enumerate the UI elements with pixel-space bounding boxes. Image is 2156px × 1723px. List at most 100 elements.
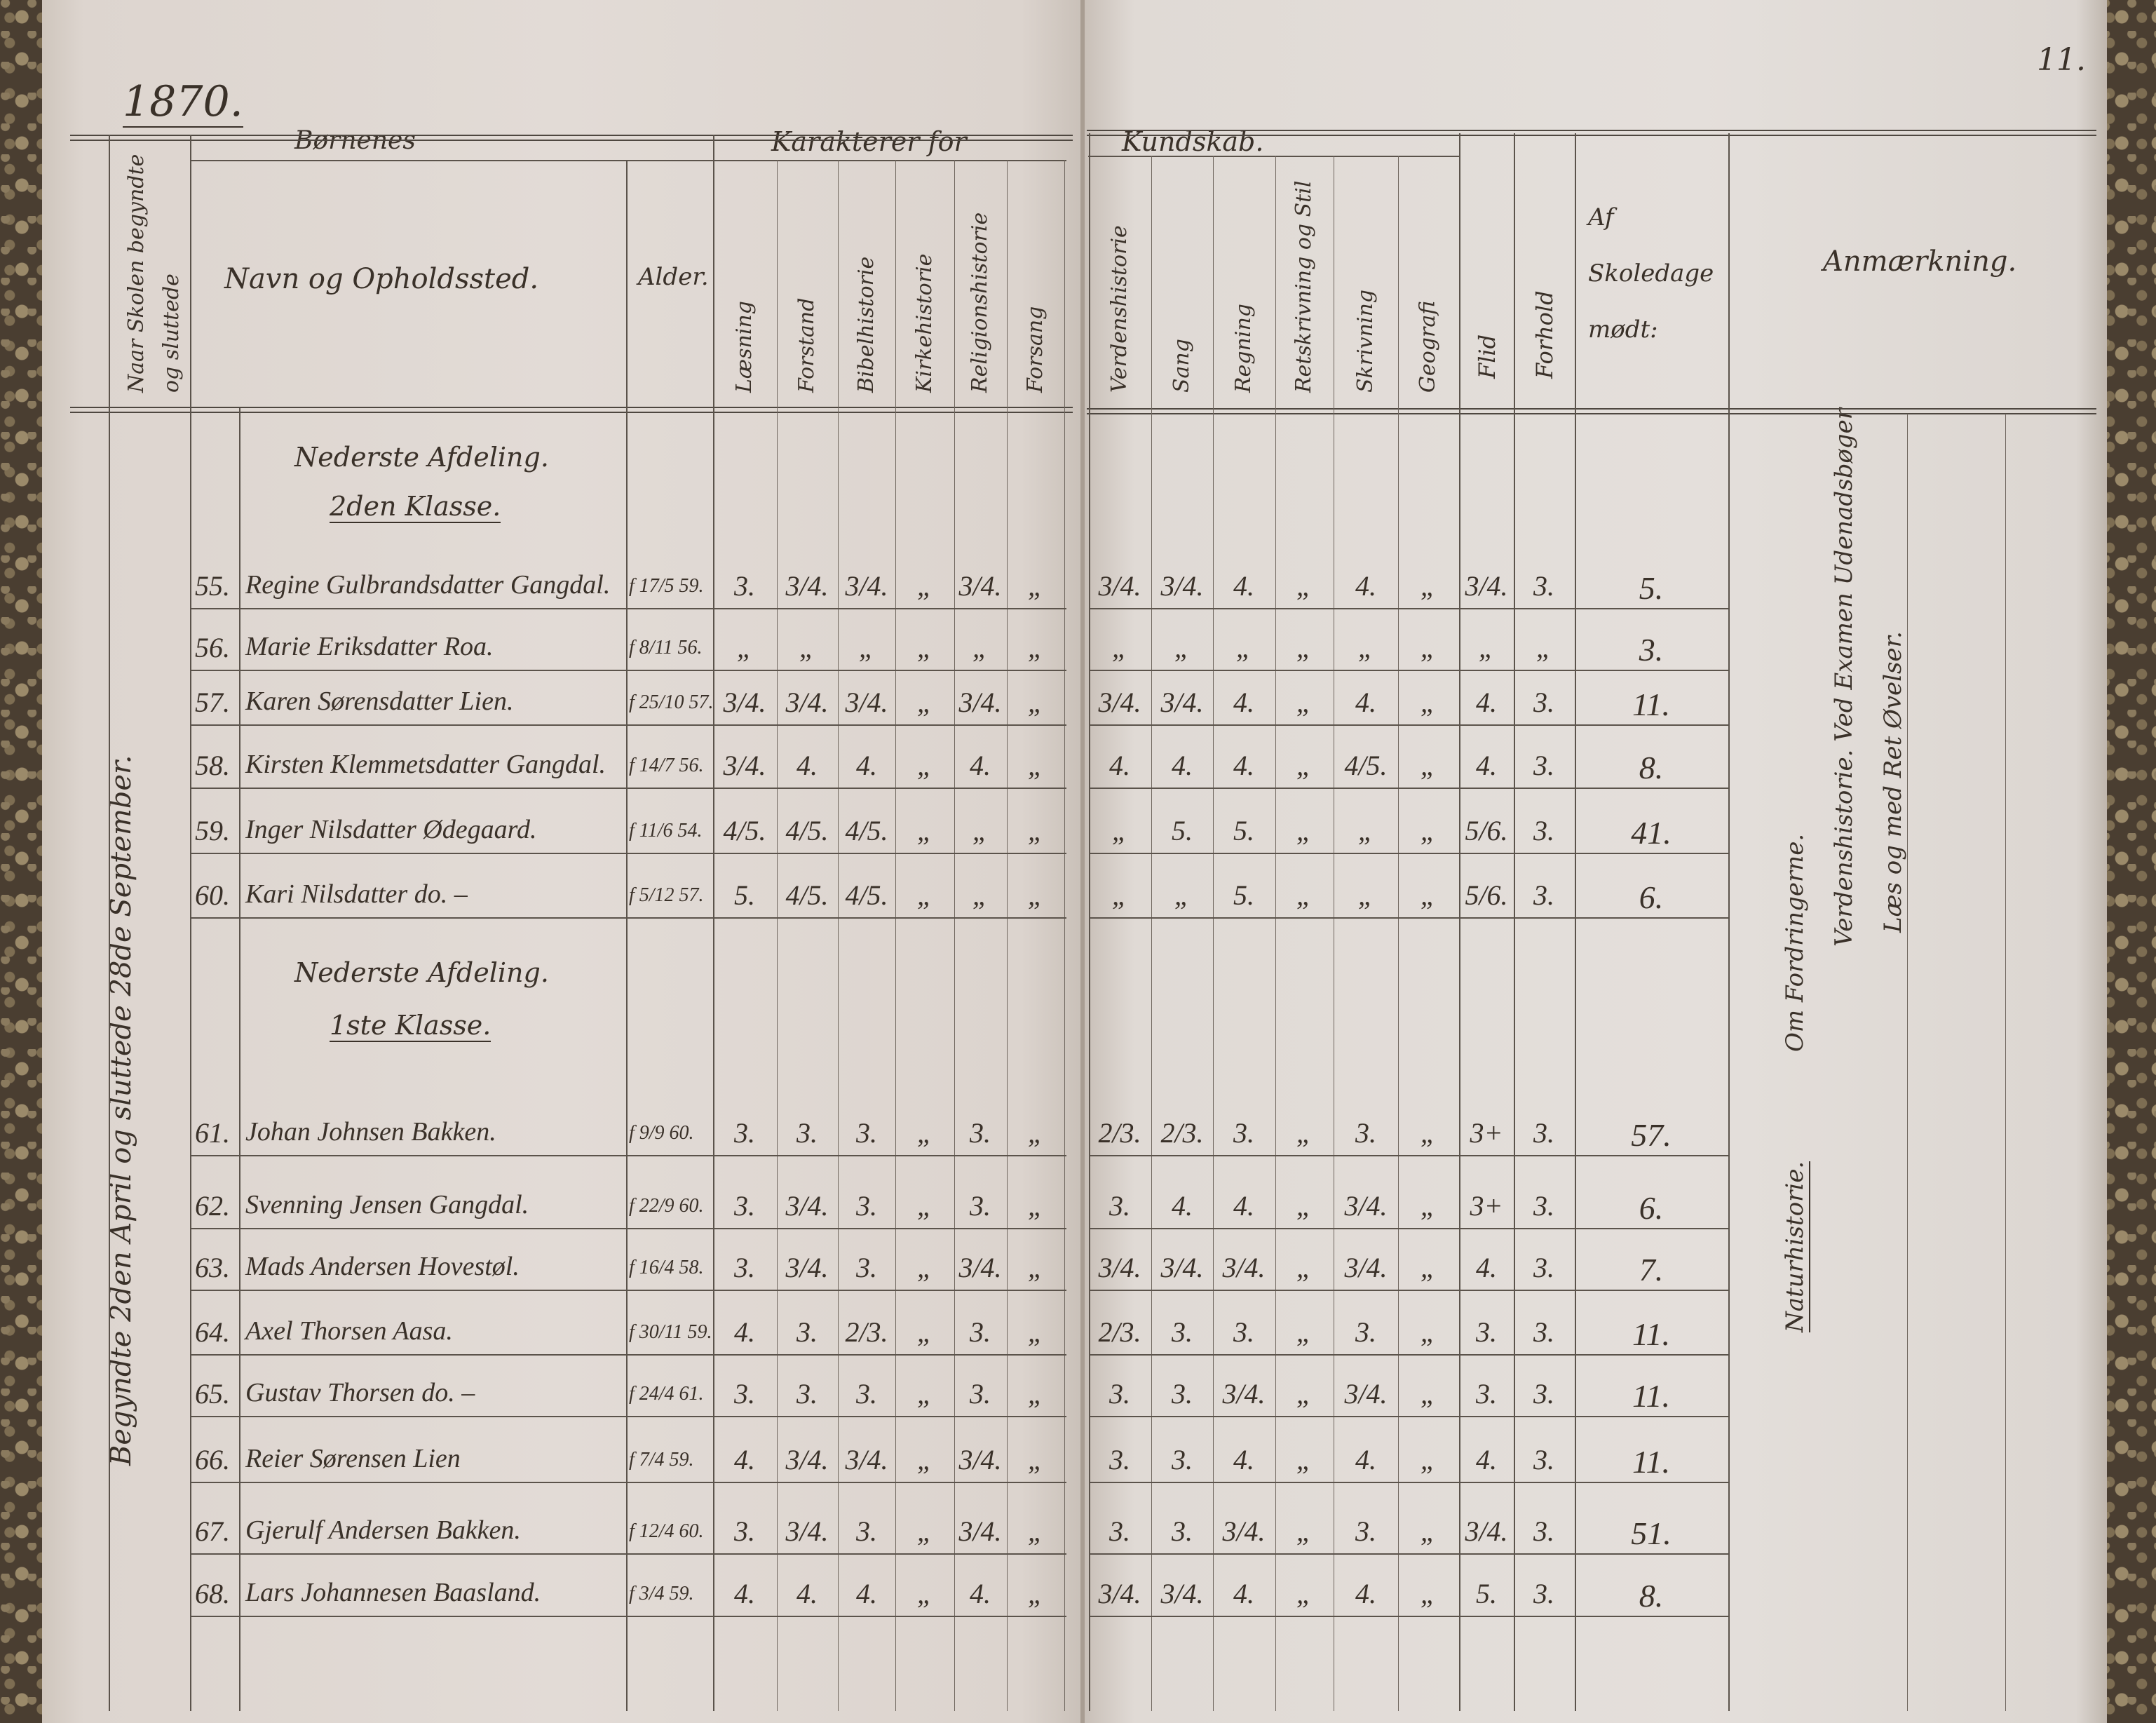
diligence-value: „ xyxy=(1478,632,1495,663)
child-name: Inger Nilsdatter Ødegaard. xyxy=(245,815,537,844)
knowledge-value: 3/4. xyxy=(1160,687,1204,718)
grade-value: 3. xyxy=(856,1515,877,1547)
row-rule xyxy=(190,1155,1066,1156)
child-name: Gjerulf Andersen Bakken. xyxy=(245,1515,521,1545)
knowledge-value: „ xyxy=(1420,1378,1437,1410)
row-rule xyxy=(190,724,1066,726)
row-rule xyxy=(190,1354,1066,1356)
grade-value: „ xyxy=(1027,1515,1044,1547)
row-number: 55. xyxy=(195,570,230,602)
grade-value: 3/4. xyxy=(958,687,1002,718)
grade-value: 3/4. xyxy=(958,1444,1002,1475)
knowledge-column-header: Skrivning xyxy=(1353,289,1378,393)
knowledge-value: 5. xyxy=(1233,815,1254,846)
row-number: 65. xyxy=(195,1378,230,1410)
row-rule xyxy=(190,1416,1066,1417)
header-bottom-rule xyxy=(70,407,1073,413)
grade-value: „ xyxy=(1027,632,1044,663)
knowledge-value: 3. xyxy=(1233,1117,1254,1149)
section-1-division: Nederste Afdeling. xyxy=(294,442,549,473)
grade-value: „ xyxy=(916,750,933,781)
birth-date: f 9/9 60. xyxy=(629,1122,694,1144)
birth-date: f 11/6 54. xyxy=(629,820,703,842)
diligence-value: 5/6. xyxy=(1465,879,1508,911)
conduct-value: 3. xyxy=(1533,1316,1554,1348)
attendance-value: 8. xyxy=(1639,1578,1664,1614)
child-name: Lars Johannesen Baasland. xyxy=(245,1578,541,1607)
knowledge-column-header: Geografi xyxy=(1416,300,1440,393)
year-heading: 1870. xyxy=(123,77,243,128)
page-number: 11. xyxy=(2037,42,2086,78)
diligence-value: 3. xyxy=(1476,1378,1497,1410)
knowledge-value: 4. xyxy=(1355,687,1376,718)
conduct-value: „ xyxy=(1535,632,1552,663)
birth-date: f 25/10 57. xyxy=(629,691,714,713)
grade-column-header: Bibelhistorie xyxy=(854,256,879,393)
grade-value: 3. xyxy=(856,1252,877,1283)
attendance-value: 6. xyxy=(1639,879,1664,915)
grade-value: „ xyxy=(858,632,875,663)
row-rule xyxy=(1089,1354,1728,1356)
grade-value: „ xyxy=(1027,1252,1044,1283)
knowledge-value: „ xyxy=(1420,570,1437,602)
row-rule xyxy=(190,853,1066,854)
ruled-line xyxy=(1213,156,1214,1711)
knowledge-value: 4. xyxy=(1233,1444,1254,1475)
ruled-line xyxy=(109,135,110,1711)
birth-date: f 17/5 59. xyxy=(629,575,704,597)
section-2-class: 1ste Klasse. xyxy=(330,1010,491,1042)
knowledge-value: 3/4. xyxy=(1098,687,1141,718)
knowledge-value: „ xyxy=(1296,570,1313,602)
ruled-line xyxy=(1275,156,1276,1711)
ruled-line xyxy=(1514,133,1515,1711)
conduct-value: 3. xyxy=(1533,1117,1554,1149)
knowledge-column-header: Sang xyxy=(1169,339,1194,393)
conduct-value: 3. xyxy=(1533,815,1554,846)
grade-value: 3/4. xyxy=(723,750,766,781)
knowledge-value: „ xyxy=(1296,1578,1313,1609)
knowledge-value: 3. xyxy=(1109,1515,1130,1547)
knowledge-column-header: Verdenshistorie xyxy=(1107,225,1132,393)
diligence-value: 4. xyxy=(1476,750,1497,781)
ruled-line xyxy=(777,160,778,1711)
knowledge-value: „ xyxy=(1296,632,1313,663)
knowledge-group-header: Kundskab. xyxy=(1122,126,1264,157)
grade-value: „ xyxy=(916,1190,933,1222)
ruled-line xyxy=(1728,133,1730,1711)
diligence-value: 4. xyxy=(1476,1444,1497,1475)
birth-date: f 24/4 61. xyxy=(629,1383,704,1405)
grade-value: „ xyxy=(916,815,933,846)
knowledge-value: „ xyxy=(1357,632,1374,663)
diligence-value: 3/4. xyxy=(1465,1515,1508,1547)
grade-value: „ xyxy=(916,1252,933,1283)
grade-value: 4/5. xyxy=(845,879,888,911)
grade-value: „ xyxy=(916,1117,933,1149)
knowledge-value: „ xyxy=(1420,1515,1437,1547)
knowledge-value: „ xyxy=(1420,815,1437,846)
grade-value: 4. xyxy=(856,1578,877,1609)
row-number: 64. xyxy=(195,1316,230,1348)
knowledge-value: 3. xyxy=(1109,1378,1130,1410)
conduct-value: 3. xyxy=(1533,1444,1554,1475)
ruled-line xyxy=(1064,160,1065,1711)
row-rule xyxy=(1089,1290,1728,1291)
grade-value: 2/3. xyxy=(845,1316,888,1348)
grade-value: 3. xyxy=(734,1252,755,1283)
ruled-line xyxy=(239,408,240,1711)
header-sub-rule xyxy=(190,160,1066,161)
birth-date: f 30/11 59. xyxy=(629,1321,712,1343)
knowledge-value: 4. xyxy=(1233,687,1254,718)
grade-value: „ xyxy=(1027,1378,1044,1410)
diligence-value: 5. xyxy=(1476,1578,1497,1609)
attendance-value: 11. xyxy=(1632,1444,1671,1480)
row-rule xyxy=(190,608,1066,609)
ruled-line xyxy=(954,160,955,1711)
knowledge-value: 3. xyxy=(1355,1515,1376,1547)
grade-value: „ xyxy=(916,1316,933,1348)
remark-4: Læs og med Ret Øvelser. xyxy=(1879,631,1907,933)
knowledge-value: 3. xyxy=(1355,1316,1376,1348)
age-header: Alder. xyxy=(638,263,709,291)
grade-value: 3. xyxy=(734,1117,755,1149)
row-rule xyxy=(190,917,1066,919)
grade-value: „ xyxy=(1027,879,1044,911)
